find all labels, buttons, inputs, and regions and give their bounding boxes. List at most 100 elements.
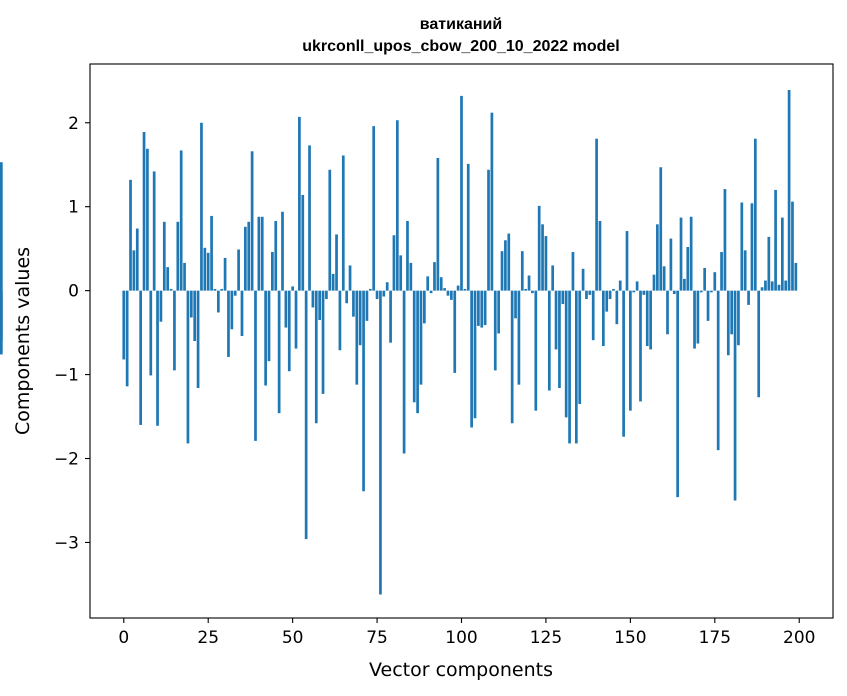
bar	[291, 286, 294, 291]
bar	[473, 290, 477, 419]
bar	[389, 290, 392, 343]
bar	[135, 228, 139, 291]
bar	[456, 285, 460, 291]
bar	[585, 290, 588, 300]
bar	[615, 290, 619, 325]
bar	[683, 278, 686, 291]
bar	[554, 290, 558, 350]
bar	[608, 290, 612, 300]
bar	[632, 290, 636, 293]
bar	[591, 290, 595, 341]
bar	[460, 95, 463, 291]
x-tick-label: 0	[118, 628, 129, 648]
bar	[220, 288, 224, 291]
bar	[162, 221, 166, 291]
bar	[689, 216, 693, 291]
bar	[183, 262, 186, 291]
bar	[544, 236, 548, 291]
bar	[311, 290, 315, 308]
x-tick-label: 100	[445, 628, 477, 648]
bar	[348, 265, 352, 291]
bar	[379, 290, 382, 595]
bar	[314, 290, 318, 424]
bar	[753, 138, 757, 291]
bar	[210, 215, 213, 291]
bar	[392, 235, 396, 291]
bar	[534, 290, 538, 411]
bar	[490, 112, 494, 291]
bar	[129, 179, 132, 291]
bar	[433, 262, 436, 291]
bar	[423, 290, 426, 324]
bar	[541, 224, 544, 291]
bar	[260, 216, 264, 291]
bar	[760, 287, 764, 291]
x-tick-label: 75	[366, 628, 388, 648]
bar	[574, 290, 578, 444]
y-tick-label: 0	[68, 282, 79, 302]
bar	[321, 290, 325, 394]
bar	[216, 290, 220, 313]
bar	[493, 290, 497, 371]
bar	[713, 272, 717, 291]
bar	[666, 290, 669, 335]
bar	[287, 290, 291, 372]
bar	[750, 203, 754, 291]
bar	[149, 290, 153, 376]
bar	[271, 252, 274, 291]
x-tick-label: 175	[699, 628, 731, 648]
bar	[338, 290, 342, 351]
bar	[186, 290, 190, 444]
bar	[426, 276, 430, 291]
bar	[335, 234, 338, 291]
bar	[0, 162, 3, 291]
bar	[578, 290, 582, 404]
bar	[429, 290, 433, 294]
bar	[791, 201, 794, 291]
bar	[169, 288, 173, 291]
bar	[561, 290, 565, 305]
bar	[304, 290, 308, 540]
bar	[206, 252, 210, 291]
bar	[453, 290, 457, 373]
x-axis: 0 25 50 75 100 125 150 175 200	[118, 618, 815, 648]
bar	[659, 167, 663, 291]
y-axis: −3 −2 −1 0 1 2	[54, 114, 90, 553]
bar	[652, 274, 656, 291]
bar	[122, 290, 126, 360]
x-tick-label: 200	[783, 628, 815, 648]
bar	[537, 205, 541, 291]
bar	[399, 255, 403, 291]
bar	[470, 290, 473, 428]
bar	[264, 290, 267, 386]
bar	[723, 189, 727, 291]
bar	[787, 90, 791, 291]
bar	[345, 290, 349, 304]
bar	[774, 189, 777, 291]
bar	[568, 290, 571, 444]
bar	[395, 120, 399, 291]
bar	[581, 268, 585, 291]
y-tick-label: 2	[68, 114, 79, 134]
bar	[612, 288, 615, 291]
bar	[483, 290, 487, 326]
bar	[189, 290, 193, 318]
bar	[500, 251, 504, 291]
bar	[747, 290, 750, 305]
bar	[166, 267, 170, 291]
bar	[352, 290, 355, 317]
bar	[358, 290, 362, 346]
bar	[446, 290, 450, 296]
bar	[328, 169, 332, 291]
bar	[730, 290, 734, 335]
bar	[527, 275, 531, 291]
bar	[547, 290, 551, 391]
bar	[598, 220, 602, 291]
bar	[507, 233, 511, 291]
bar	[419, 290, 423, 385]
bar	[200, 122, 203, 291]
bar	[662, 266, 666, 291]
bar	[355, 290, 359, 385]
chart-title: ватиканий	[420, 16, 502, 33]
bar	[409, 262, 413, 291]
